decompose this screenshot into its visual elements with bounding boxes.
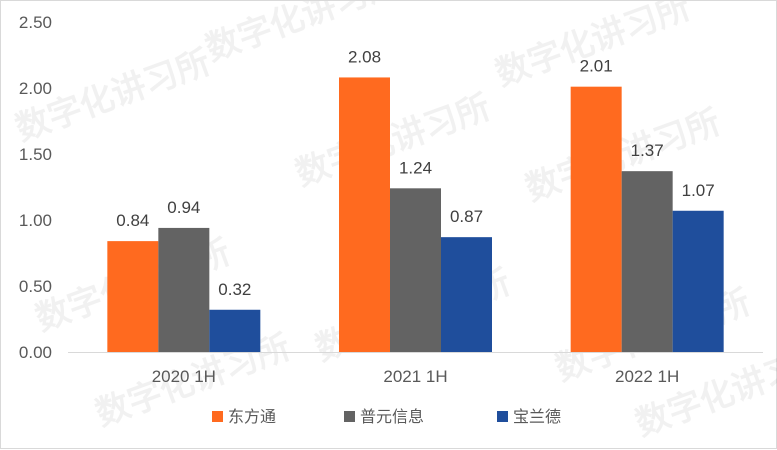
bar <box>570 86 622 353</box>
y-tick-label: 2.50 <box>19 13 52 32</box>
y-tick-label: 1.50 <box>19 145 52 164</box>
data-label: 1.07 <box>682 181 715 200</box>
bars-layer <box>107 77 724 353</box>
x-tick-label: 2020 1H <box>152 367 216 386</box>
x-tick-label: 2022 1H <box>615 367 679 386</box>
legend-label: 东方通 <box>228 407 276 426</box>
data-label: 0.87 <box>450 207 483 226</box>
bar <box>390 188 441 352</box>
bar <box>621 171 673 352</box>
y-tick-label: 0.00 <box>19 343 52 362</box>
legend-label: 普元信息 <box>360 407 424 426</box>
x-axis: 2020 1H 2021 1H 2022 1H <box>152 367 680 386</box>
data-label: 0.32 <box>218 280 251 299</box>
data-label: 1.24 <box>399 158 432 177</box>
y-axis: 0.00 0.50 1.00 1.50 2.00 2.50 <box>19 13 52 362</box>
x-tick-label: 2021 1H <box>383 367 447 386</box>
data-label: 0.84 <box>116 211 149 230</box>
legend-label: 宝兰德 <box>513 407 561 426</box>
data-label: 2.08 <box>348 47 381 66</box>
bar <box>441 237 492 352</box>
y-tick-label: 2.00 <box>19 79 52 98</box>
bar <box>158 227 210 352</box>
data-labels-layer: 0.84 0.94 0.32 2.08 1.24 0.87 2.01 1.37 1.07 <box>116 47 714 298</box>
bar <box>107 241 159 352</box>
legend-swatch <box>497 411 508 422</box>
data-label: 1.37 <box>631 141 664 160</box>
bar <box>209 309 261 352</box>
data-label: 0.94 <box>167 198 200 217</box>
bar <box>672 210 724 352</box>
legend-swatch <box>212 411 223 422</box>
legend: 东方通 普元信息 宝兰德 <box>212 407 561 426</box>
y-tick-label: 1.00 <box>19 211 52 230</box>
watermark-text: 数字化讲习所 <box>490 1 695 94</box>
y-tick-label: 0.50 <box>19 277 52 296</box>
legend-swatch <box>344 411 355 422</box>
watermark-text: 数字化讲习所 <box>290 87 495 194</box>
data-label: 2.01 <box>580 57 613 76</box>
bar <box>339 77 390 352</box>
